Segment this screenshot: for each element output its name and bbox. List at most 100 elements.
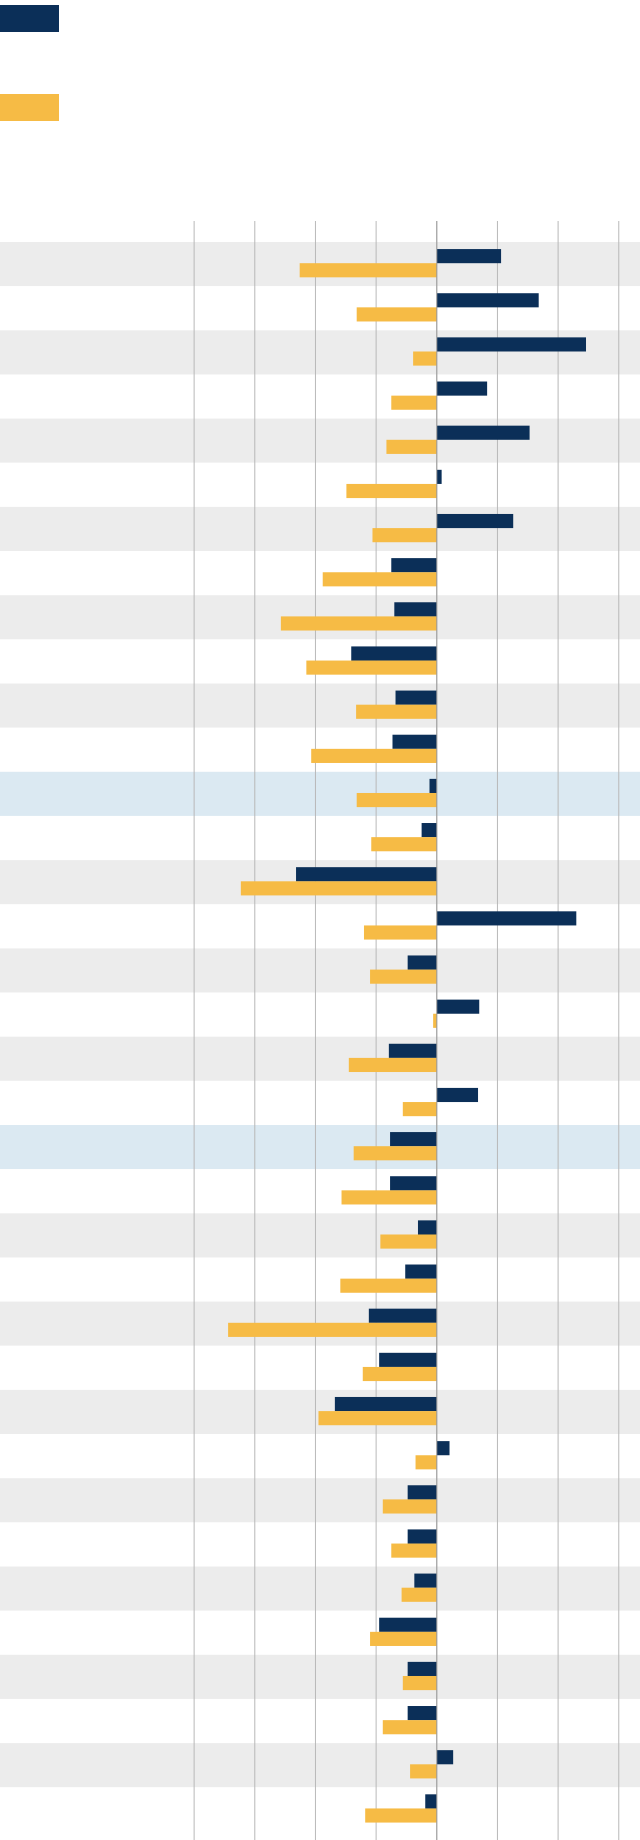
- bar: [395, 690, 437, 705]
- bar: [436, 469, 442, 484]
- row-band: [0, 1080, 640, 1125]
- bar: [346, 483, 437, 499]
- bar: [433, 1013, 437, 1028]
- bar: [365, 1808, 437, 1823]
- bar: [417, 1220, 437, 1235]
- bar: [391, 395, 437, 410]
- bar: [379, 1617, 437, 1632]
- bar: [368, 1308, 437, 1323]
- bar: [414, 1573, 437, 1588]
- bar: [299, 263, 437, 278]
- bar: [370, 1631, 437, 1646]
- bar: [407, 1661, 437, 1676]
- row-band: [0, 1169, 640, 1214]
- bar: [356, 704, 437, 719]
- legend-swatch: [0, 5, 59, 32]
- bar: [421, 823, 437, 838]
- bar: [388, 1043, 437, 1058]
- row-band: [0, 904, 640, 949]
- bar: [228, 1322, 437, 1337]
- bar: [390, 1176, 437, 1191]
- bar: [356, 792, 437, 808]
- row-band: [0, 1213, 640, 1258]
- bar: [407, 1485, 437, 1500]
- bar: [436, 911, 577, 926]
- highlight-row: [0, 771, 640, 816]
- bar: [353, 1146, 437, 1161]
- bar: [402, 1675, 437, 1691]
- row-band: [0, 506, 640, 552]
- row-band: [0, 1610, 640, 1655]
- bar: [379, 1352, 437, 1367]
- legend-swatch: [0, 94, 59, 121]
- bar: [306, 660, 437, 675]
- bar: [356, 307, 437, 322]
- row-band: [0, 1434, 640, 1479]
- bar: [362, 1366, 437, 1382]
- row-band: [0, 374, 640, 419]
- highlight-row: [0, 1125, 640, 1170]
- bar: [415, 1455, 437, 1470]
- bar: [436, 293, 539, 308]
- bar: [401, 1587, 437, 1602]
- bar: [436, 1441, 450, 1456]
- row-band: [0, 1743, 640, 1788]
- bar: [410, 1764, 437, 1779]
- bar: [371, 837, 437, 852]
- bar: [407, 955, 437, 970]
- bar: [413, 351, 437, 366]
- bar: [436, 1750, 454, 1765]
- bar: [322, 572, 437, 587]
- row-band: [0, 1698, 640, 1744]
- bar: [436, 425, 530, 440]
- bar: [372, 528, 437, 543]
- bar: [348, 1057, 437, 1073]
- bar: [436, 337, 587, 352]
- row-band: [0, 1566, 640, 1611]
- row-band: [0, 330, 640, 375]
- bar: [436, 1087, 479, 1103]
- row-band: [0, 1522, 640, 1567]
- row-band: [0, 418, 640, 463]
- bar: [382, 1499, 437, 1514]
- bar: [390, 1132, 437, 1147]
- row-band: [0, 286, 640, 331]
- bar: [407, 1706, 437, 1721]
- bar: [392, 734, 437, 749]
- bar: [394, 602, 437, 617]
- bar: [429, 778, 437, 793]
- bar: [436, 513, 514, 529]
- bar: [425, 1794, 437, 1809]
- row-band: [0, 1654, 640, 1699]
- row-band: [0, 683, 640, 728]
- bar: [402, 1102, 437, 1117]
- row-band: [0, 1036, 640, 1081]
- row-band: [0, 462, 640, 507]
- bar: [391, 558, 437, 573]
- bar: [240, 881, 437, 896]
- row-band: [0, 1478, 640, 1523]
- bar: [334, 1396, 437, 1412]
- bar: [370, 969, 437, 984]
- bar: [391, 1543, 437, 1558]
- bar: [318, 1411, 437, 1426]
- row-band: [0, 551, 640, 596]
- bar: [386, 439, 437, 454]
- bar: [407, 1529, 437, 1544]
- row-band: [0, 948, 640, 993]
- bar: [382, 1720, 437, 1735]
- bar: [380, 1234, 437, 1249]
- bar: [280, 616, 437, 631]
- bar: [340, 1278, 437, 1293]
- row-band: [0, 1787, 640, 1832]
- row-band: [0, 1257, 640, 1302]
- bar: [436, 999, 480, 1014]
- bar: [341, 1190, 437, 1205]
- row-band: [0, 1345, 640, 1390]
- row-band: [0, 815, 640, 861]
- bar: [436, 249, 502, 264]
- bar: [296, 867, 437, 882]
- bar: [311, 748, 437, 763]
